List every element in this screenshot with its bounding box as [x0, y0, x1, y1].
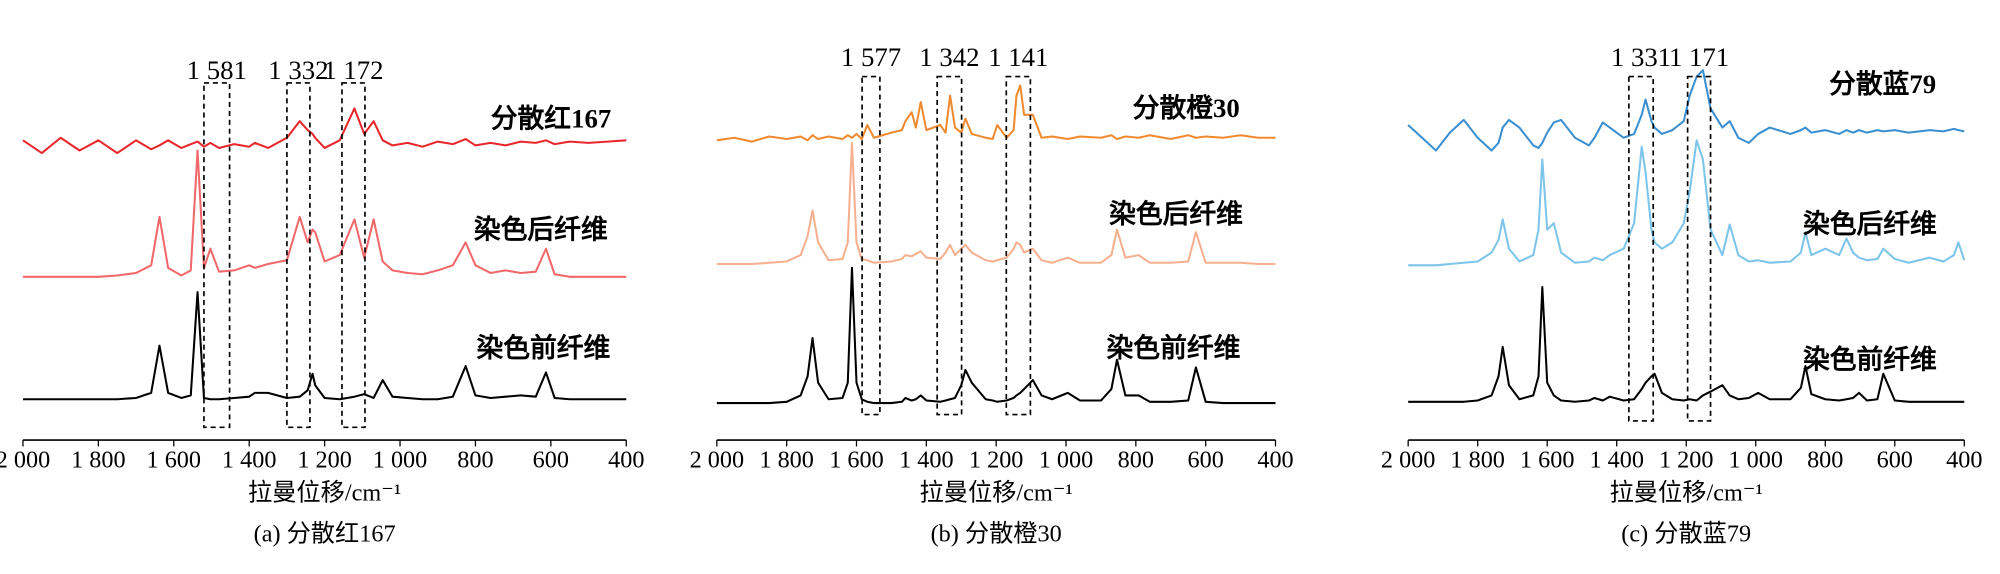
x-axis-label: 拉曼位移/cm⁻¹ [248, 479, 401, 506]
series-label: 染色后纤维 [1109, 198, 1243, 229]
x-tick-label: 1 600 [829, 446, 884, 473]
x-tick-label: 1 000 [1728, 446, 1783, 473]
peak-box [1686, 75, 1712, 422]
series-label: 染色后纤维 [474, 213, 608, 244]
x-tick-label: 1 800 [1450, 446, 1505, 473]
x-tick-label: 2 000 [1381, 446, 1436, 473]
x-tick-label: 2 000 [690, 446, 745, 473]
peak-label: 1 577 [841, 42, 901, 72]
x-tick-label: 1 400 [1589, 446, 1644, 473]
peak-box [341, 82, 366, 429]
peak-label: 1 141 [988, 42, 1048, 72]
spectrum-line [1408, 139, 1966, 267]
x-tick-label: 1 200 [1659, 446, 1714, 473]
x-tick-label: 1 400 [899, 446, 954, 473]
x-tick-label: 1 200 [969, 446, 1024, 473]
x-tick-label: 1 400 [222, 446, 277, 473]
peak-box [861, 75, 881, 416]
panel-title: (c) 分散蓝79 [1621, 520, 1751, 547]
x-tick-label: 1 600 [147, 446, 202, 473]
panel-title: (a) 分散红167 [254, 520, 396, 547]
x-tick-label: 600 [533, 446, 569, 473]
peak-label: 1 171 [1669, 42, 1729, 72]
spectrum-line [22, 107, 627, 155]
peak-label: 1 332 [268, 55, 328, 85]
x-tick-label: 600 [1188, 446, 1224, 473]
series-label: 分散蓝79 [1829, 69, 1936, 99]
panel-title: (b) 分散橙30 [931, 520, 1062, 547]
peak-label: 1 581 [187, 55, 247, 85]
spectrum-line [22, 149, 627, 278]
peak-box [203, 82, 231, 429]
spectrum-line [1407, 69, 1965, 152]
x-tick-label: 800 [1807, 446, 1843, 473]
x-tick-label: 1 800 [71, 446, 126, 473]
x-tick-label: 800 [457, 446, 493, 473]
x-tick-label: 800 [1118, 446, 1154, 473]
x-tick-label: 400 [1257, 446, 1293, 473]
spectrum-line [22, 291, 627, 401]
spectrum-line [716, 84, 1276, 143]
x-tick-label: 400 [1946, 446, 1982, 473]
peak-label: 1 172 [323, 55, 383, 85]
spectrum-line [1408, 285, 1965, 403]
spectrum-line [716, 266, 1276, 405]
x-tick-label: 1 800 [759, 446, 814, 473]
x-tick-label: 2 000 [0, 446, 50, 473]
spectrum-line [716, 141, 1276, 266]
x-tick-label: 600 [1877, 446, 1913, 473]
peak-box [936, 75, 963, 416]
x-tick-label: 1 000 [373, 446, 428, 473]
x-tick-label: 1 000 [1039, 446, 1094, 473]
series-label: 分散橙30 [1133, 93, 1240, 123]
peak-label: 1 331 [1611, 42, 1671, 72]
peak-box [1005, 75, 1032, 416]
x-tick-label: 1 200 [297, 446, 352, 473]
series-label: 染色前纤维 [1803, 343, 1937, 374]
x-axis-label: 拉曼位移/cm⁻¹ [1610, 479, 1763, 506]
x-tick-label: 1 600 [1520, 446, 1575, 473]
series-label: 染色后纤维 [1803, 208, 1937, 239]
series-label: 染色前纤维 [476, 332, 610, 363]
series-label: 染色前纤维 [1107, 332, 1241, 363]
x-axis-label: 拉曼位移/cm⁻¹ [920, 479, 1073, 506]
peak-label: 1 342 [919, 42, 979, 72]
peak-box [286, 82, 311, 429]
series-label: 分散红167 [491, 102, 611, 133]
x-tick-label: 400 [608, 446, 644, 473]
peak-box [1628, 75, 1655, 422]
